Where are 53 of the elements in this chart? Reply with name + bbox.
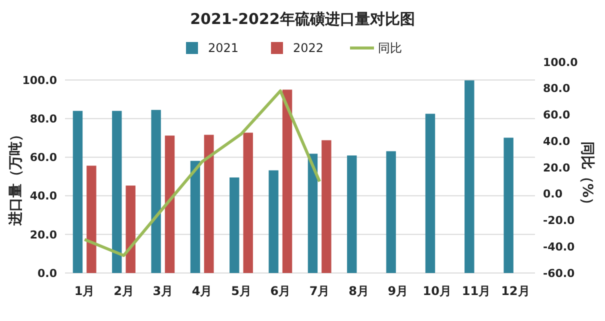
bar	[347, 155, 357, 273]
y2-tick-label: -60.0	[543, 266, 576, 280]
bar	[204, 134, 214, 273]
bar	[504, 138, 514, 273]
x-tick-label: 10月	[422, 284, 452, 298]
bar	[243, 132, 253, 273]
bar	[322, 140, 332, 273]
x-tick-label: 1月	[74, 284, 95, 298]
legend-label: 同比	[378, 41, 402, 56]
y2-tick-label: 80.0	[543, 82, 570, 96]
bar	[282, 90, 292, 273]
bar	[151, 110, 161, 273]
legend-label: 2021	[208, 41, 239, 56]
bar	[308, 154, 318, 273]
y-axis-title: 进口量（万吨）	[8, 128, 24, 226]
x-tick-label: 11月	[462, 284, 491, 298]
x-tick-label: 6月	[270, 284, 291, 298]
line-series	[83, 89, 322, 257]
y2-tick-label: 0.0	[543, 188, 563, 201]
bar	[425, 114, 436, 273]
legend-label: 2022	[293, 41, 324, 56]
y2-tick-label: -40.0	[543, 240, 576, 254]
bar	[72, 110, 83, 273]
bar	[230, 177, 240, 273]
y2-tick-label: 20.0	[543, 161, 570, 174]
bar	[386, 151, 396, 273]
y-tick-label: 40.0	[30, 190, 58, 203]
bar	[126, 186, 136, 273]
y2-tick-label: 100.0	[543, 56, 578, 69]
x-tick-label: 5月	[231, 284, 252, 298]
bar	[112, 110, 122, 273]
x-tick-label: 9月	[388, 284, 408, 298]
y2-tick-label: -20.0	[543, 214, 576, 228]
bar	[268, 170, 278, 273]
y2-tick-label: 40.0	[543, 134, 570, 148]
y-tick-label: 60.0	[30, 151, 58, 164]
x-tick-label: 12月	[501, 284, 530, 298]
y-tick-label: 100.0	[22, 74, 58, 87]
x-tick-label: 8月	[348, 284, 369, 298]
y-tick-label: 20.0	[30, 228, 58, 242]
x-tick-label: 2月	[114, 284, 134, 298]
bar	[164, 136, 175, 273]
chart-title: 2021-2022年硫磺进口量对比图	[190, 10, 415, 28]
y-tick-label: 0.0	[38, 266, 58, 280]
bar	[464, 80, 474, 273]
x-tick-label: 3月	[152, 284, 174, 298]
y2-tick-label: 60.0	[543, 108, 570, 122]
bar	[86, 166, 96, 273]
y-tick-label: 80.0	[30, 112, 58, 126]
x-tick-label: 4月	[192, 284, 212, 298]
x-tick-label: 7月	[309, 284, 330, 298]
bar	[190, 160, 200, 273]
y2-axis-title: 同比（%）	[579, 141, 595, 212]
